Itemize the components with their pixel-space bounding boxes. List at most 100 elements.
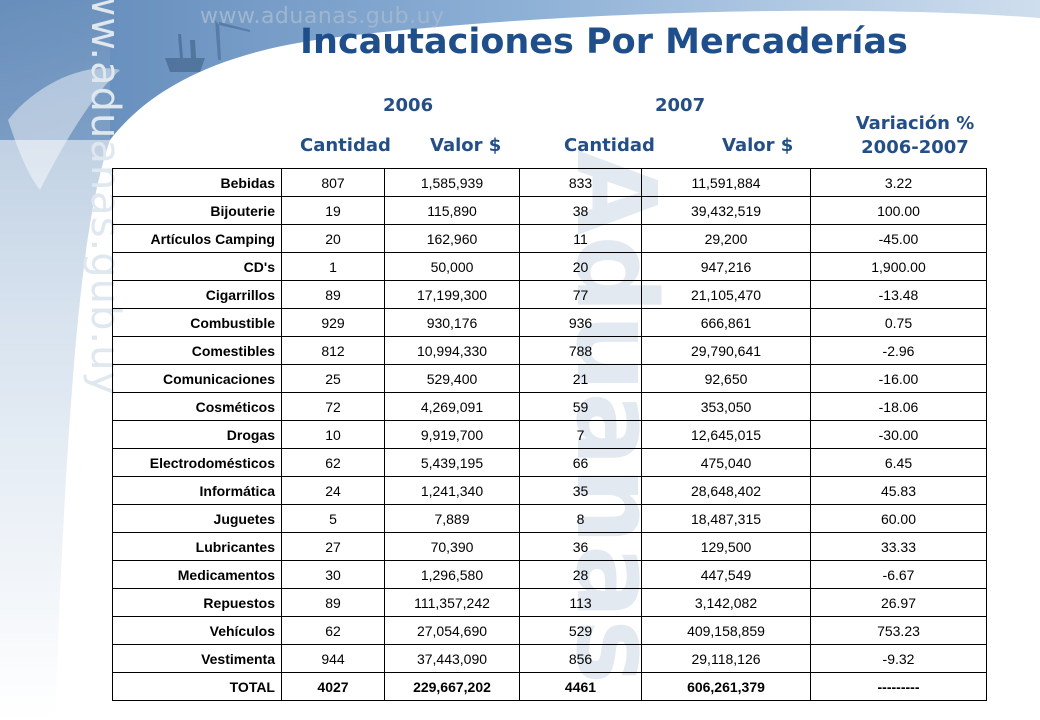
valor-2007-cell: 3,142,082 xyxy=(641,588,811,617)
cantidad-2007-cell: 529 xyxy=(519,616,642,645)
year-2007-header: 2007 xyxy=(655,95,706,116)
table-row: Bijouterie 19 115,890 38 39,432,519 100.00 xyxy=(112,196,987,225)
table-row: Repuestos 89 111,357,242 113 3,142,082 26.97 xyxy=(112,588,987,617)
category-cell: Artículos Camping xyxy=(112,224,282,253)
valor-2007-cell: 475,040 xyxy=(641,448,811,477)
cantidad-2007-cell: 77 xyxy=(519,280,642,309)
cantidad-2006-cell: 5 xyxy=(281,504,385,533)
category-cell: Cosméticos xyxy=(112,392,282,421)
valor-2006-cell: 930,176 xyxy=(384,308,520,337)
valor-2006-cell: 529,400 xyxy=(384,364,520,393)
category-cell: Comestibles xyxy=(112,336,282,365)
category-cell: TOTAL xyxy=(112,672,282,701)
valor-2007-cell: 409,158,859 xyxy=(641,616,811,645)
cantidad-2007-cell: 7 xyxy=(519,420,642,449)
year-2006-header: 2006 xyxy=(383,95,434,116)
valor-2006-cell: 162,960 xyxy=(384,224,520,253)
valor-2006-cell: 111,357,242 xyxy=(384,588,520,617)
table-row: Electrodomésticos 62 5,439,195 66 475,040 6.4… xyxy=(112,448,987,477)
table-row: Drogas 10 9,919,700 7 12,645,015 -30.00 xyxy=(112,420,987,449)
table-row: Lubricantes 27 70,390 36 129,500 33.33 xyxy=(112,532,987,561)
cantidad-2007-cell: 8 xyxy=(519,504,642,533)
table-body: Bebidas 807 1,585,939 833 11,591,884 3.22 Bijo… xyxy=(112,168,987,701)
variacion-cell: 3.22 xyxy=(810,168,987,197)
table-row: Vestimenta 944 37,443,090 856 29,118,126 -9.3… xyxy=(112,644,987,673)
valor-2007-cell: 28,648,402 xyxy=(641,476,811,505)
table-row: Vehículos 62 27,054,690 529 409,158,859 753.2… xyxy=(112,616,987,645)
variacion-cell: -16.00 xyxy=(810,364,987,393)
valor-2007-cell: 447,549 xyxy=(641,560,811,589)
valor-2006-header: Valor $ xyxy=(430,135,502,156)
valor-2007-cell: 11,591,884 xyxy=(641,168,811,197)
table-row: Comestibles 812 10,994,330 788 29,790,641 -2.… xyxy=(112,336,987,365)
category-cell: CD's xyxy=(112,252,282,281)
category-cell: Cigarrillos xyxy=(112,280,282,309)
valor-2007-cell: 29,118,126 xyxy=(641,644,811,673)
variacion-header: Variación % 2006-2007 xyxy=(840,112,990,160)
table-row: Artículos Camping 20 162,960 11 29,200 -45.00 xyxy=(112,224,987,253)
cantidad-2007-cell: 21 xyxy=(519,364,642,393)
variacion-cell: -6.67 xyxy=(810,560,987,589)
valor-2007-cell: 21,105,470 xyxy=(641,280,811,309)
cantidad-2006-cell: 89 xyxy=(281,280,385,309)
valor-2006-cell: 115,890 xyxy=(384,196,520,225)
variacion-cell: 0.75 xyxy=(810,308,987,337)
variacion-header-line2: 2006-2007 xyxy=(861,137,969,158)
variacion-cell: -2.96 xyxy=(810,336,987,365)
ship-silhouette xyxy=(165,34,205,72)
valor-2007-cell: 12,645,015 xyxy=(641,420,811,449)
variacion-cell: -13.48 xyxy=(810,280,987,309)
table-row: Informática 24 1,241,340 35 28,648,402 45.83 xyxy=(112,476,987,505)
category-cell: Bebidas xyxy=(112,168,282,197)
cantidad-2007-cell: 11 xyxy=(519,224,642,253)
category-cell: Bijouterie xyxy=(112,196,282,225)
cantidad-2006-cell: 19 xyxy=(281,196,385,225)
valor-2007-cell: 947,216 xyxy=(641,252,811,281)
variacion-cell: 6.45 xyxy=(810,448,987,477)
cantidad-2007-cell: 856 xyxy=(519,644,642,673)
valor-2006-cell: 4,269,091 xyxy=(384,392,520,421)
variacion-cell: 45.83 xyxy=(810,476,987,505)
valor-2006-cell: 37,443,090 xyxy=(384,644,520,673)
cantidad-2006-cell: 27 xyxy=(281,532,385,561)
cantidad-2007-cell: 833 xyxy=(519,168,642,197)
cantidad-2007-cell: 66 xyxy=(519,448,642,477)
variacion-header-line1: Variación % xyxy=(855,113,975,134)
cantidad-2006-cell: 944 xyxy=(281,644,385,673)
category-cell: Vestimenta xyxy=(112,644,282,673)
category-cell: Vehículos xyxy=(112,616,282,645)
table-row: Comunicaciones 25 529,400 21 92,650 -16.00 xyxy=(112,364,987,393)
cantidad-2007-cell: 20 xyxy=(519,252,642,281)
cantidad-2007-cell: 38 xyxy=(519,196,642,225)
valor-2006-cell: 9,919,700 xyxy=(384,420,520,449)
page-title: Incautaciones Por Mercaderías xyxy=(300,22,908,62)
table-row: Medicamentos 30 1,296,580 28 447,549 -6.67 xyxy=(112,560,987,589)
valor-2007-cell: 39,432,519 xyxy=(641,196,811,225)
category-cell: Comunicaciones xyxy=(112,364,282,393)
variacion-cell: 100.00 xyxy=(810,196,987,225)
valor-2006-cell: 1,241,340 xyxy=(384,476,520,505)
valor-2007-cell: 18,487,315 xyxy=(641,504,811,533)
table-row: Cosméticos 72 4,269,091 59 353,050 -18.06 xyxy=(112,392,987,421)
table-row: CD's 1 50,000 20 947,216 1,900.00 xyxy=(112,252,987,281)
valor-2007-cell: 666,861 xyxy=(641,308,811,337)
cantidad-2006-cell: 62 xyxy=(281,448,385,477)
cantidad-2006-cell: 89 xyxy=(281,588,385,617)
valor-2007-cell: 606,261,379 xyxy=(641,672,811,701)
cantidad-2006-cell: 25 xyxy=(281,364,385,393)
cantidad-2007-cell: 28 xyxy=(519,560,642,589)
valor-2006-cell: 229,667,202 xyxy=(384,672,520,701)
cantidad-2007-cell: 36 xyxy=(519,532,642,561)
seizures-table: Bebidas 807 1,585,939 833 11,591,884 3.22 Bijo… xyxy=(112,168,987,701)
table-row: Bebidas 807 1,585,939 833 11,591,884 3.22 xyxy=(112,168,987,197)
cantidad-2006-cell: 10 xyxy=(281,420,385,449)
cantidad-2007-header: Cantidad xyxy=(564,135,655,156)
cantidad-2007-cell: 113 xyxy=(519,588,642,617)
variacion-cell: 33.33 xyxy=(810,532,987,561)
category-cell: Informática xyxy=(112,476,282,505)
valor-2006-cell: 70,390 xyxy=(384,532,520,561)
valor-2007-cell: 29,790,641 xyxy=(641,336,811,365)
cantidad-2006-cell: 929 xyxy=(281,308,385,337)
category-cell: Electrodomésticos xyxy=(112,448,282,477)
variacion-cell: 26.97 xyxy=(810,588,987,617)
